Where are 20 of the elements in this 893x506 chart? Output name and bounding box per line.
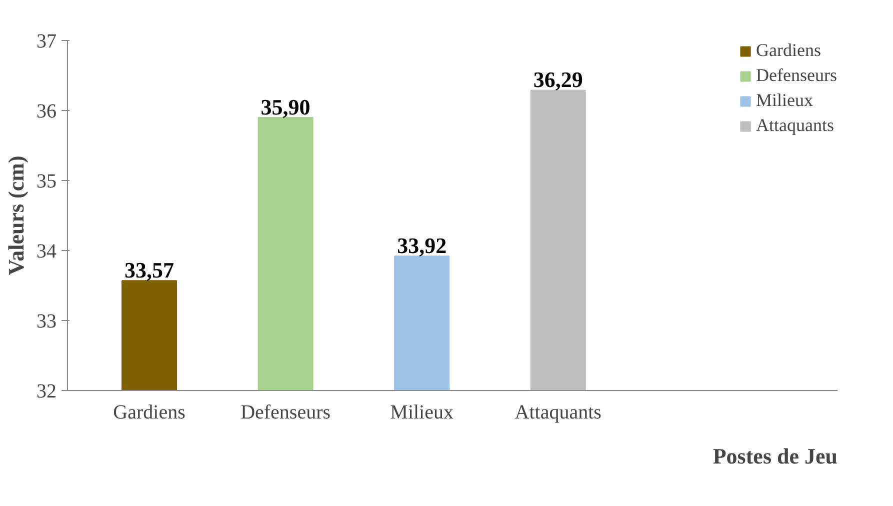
x-tick-label: Milieux xyxy=(390,402,454,424)
y-tick-label: 35 xyxy=(36,170,56,192)
legend-label: Defenseurs xyxy=(756,65,837,86)
y-axis-title: Valeurs (cm) xyxy=(4,156,28,276)
data-label: 35,90 xyxy=(260,94,310,120)
y-tick-label: 36 xyxy=(36,100,56,122)
legend-label: Gardiens xyxy=(756,40,822,61)
y-tick-label: 33 xyxy=(36,310,56,332)
data-label: 33,92 xyxy=(397,233,447,258)
x-axis-title: Postes de Jeu xyxy=(712,444,838,468)
x-tick-label: Defenseurs xyxy=(240,402,331,424)
y-tick-label: 34 xyxy=(36,240,56,262)
data-label: 33,57 xyxy=(124,258,174,283)
data-label: 36,29 xyxy=(533,67,583,92)
x-tick-label: Attaquants xyxy=(514,402,602,424)
y-tick-label: 32 xyxy=(36,380,56,402)
x-tick-label: Gardiens xyxy=(113,402,186,424)
legend-label: Attaquants xyxy=(756,115,834,136)
y-tick-label: 37 xyxy=(36,30,56,52)
legend-label: Milieux xyxy=(756,90,814,111)
